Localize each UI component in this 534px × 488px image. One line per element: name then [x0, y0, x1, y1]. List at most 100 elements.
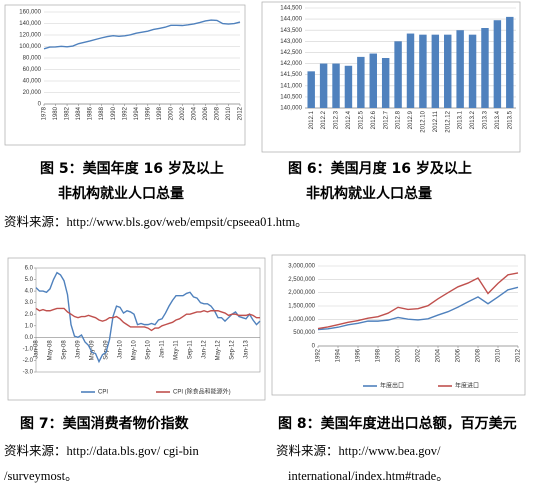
x-tick-label: Jan-08	[34, 340, 40, 359]
x-tick-label: Sep-12	[230, 340, 236, 360]
source: 资料来源：http://www.bea.gov/	[276, 444, 441, 458]
y-tick-label: 60,000	[23, 67, 42, 73]
bar	[406, 33, 415, 108]
y-tick-label: 500,000	[293, 330, 315, 336]
x-tick-label: Jan-12	[202, 340, 208, 359]
x-tick-label: 1990	[111, 106, 117, 120]
x-tick-label: May-08	[48, 340, 54, 361]
y-tick-label: -1.0	[23, 346, 34, 352]
x-tick-label: 2004	[436, 348, 442, 362]
source: 资料来源：http://data.bls.gov/ cgi-bin	[4, 444, 199, 458]
x-tick-label: 1996	[356, 348, 362, 362]
y-tick-label: 0	[312, 344, 316, 350]
y-tick-label: 20,000	[23, 90, 42, 96]
x-tick-label: 2012.8	[396, 110, 402, 129]
legend-label: 年度出口	[380, 382, 404, 390]
bar	[431, 34, 440, 108]
source: /surveymost。	[4, 469, 78, 483]
bar	[381, 58, 390, 108]
x-tick-label: 1980	[53, 106, 59, 120]
x-tick-label: 2006	[203, 106, 209, 120]
x-tick-label: 2012.4	[346, 110, 352, 129]
y-tick-label: 2,000,000	[288, 290, 315, 296]
x-tick-label: 2012.5	[358, 110, 364, 129]
line-series	[35, 271, 261, 364]
x-tick-label: 2012	[516, 348, 522, 362]
x-tick-label: 1992	[316, 348, 322, 362]
x-tick-label: May-09	[90, 340, 96, 361]
y-tick-label: 100,000	[19, 44, 41, 50]
y-tick-label: 3,000,000	[288, 264, 315, 270]
bar	[332, 63, 340, 108]
y-tick-label: 80,000	[23, 56, 42, 62]
x-tick-label: 1996	[145, 106, 151, 120]
x-tick-label: Sep-08	[62, 340, 68, 360]
x-tick-label: 2004	[191, 106, 197, 120]
y-tick-label: 0	[38, 102, 42, 108]
y-tick-label: 1.0	[25, 323, 34, 329]
y-tick-label: 144,500	[280, 6, 302, 12]
x-tick-label: Jan-11	[160, 340, 166, 359]
x-tick-label: 1984	[76, 106, 82, 120]
y-tick-label: -2.0	[23, 358, 34, 364]
x-tick-label: Sep-11	[188, 340, 194, 360]
x-tick-label: 2010	[226, 106, 232, 120]
y-tick-label: 144,000	[280, 17, 302, 23]
y-tick-label: 140,000	[19, 21, 41, 27]
caption: 图 5：美国年度 16 岁及以上	[40, 161, 224, 177]
y-tick-label: 2.0	[25, 312, 34, 318]
bar	[369, 53, 377, 108]
y-tick-label: 2,500,000	[288, 277, 315, 283]
x-tick-label: 2012.10	[420, 110, 426, 132]
x-tick-label: 2012.7	[383, 110, 389, 129]
bar	[506, 16, 514, 109]
x-tick-label: 2013.2	[470, 110, 476, 129]
y-tick-label: 5.0	[25, 277, 34, 283]
y-tick-label: 141,000	[280, 83, 302, 89]
legend-label: 年度进口	[455, 382, 479, 390]
chart-frame	[271, 254, 526, 396]
y-tick-label: 142,000	[280, 61, 302, 67]
x-tick-label: 2000	[168, 106, 174, 120]
caption: 图 6：美国月度 16 岁及以上	[288, 161, 472, 177]
x-tick-label: 1994	[134, 106, 140, 120]
x-tick-label: 2006	[456, 348, 462, 362]
y-tick-label: 6.0	[25, 266, 34, 272]
plot-border	[35, 267, 261, 373]
x-tick-label: 2008	[215, 106, 221, 120]
y-tick-label: 140,500	[280, 94, 302, 100]
source: 资料来源：http://www.bls.gov/web/empsit/cpsee…	[4, 215, 308, 229]
x-tick-label: 2008	[476, 348, 482, 362]
x-tick-label: 1998	[376, 348, 382, 362]
x-tick-label: 2012.11	[433, 110, 439, 132]
y-tick-label: 0.0	[25, 335, 34, 341]
bar	[344, 65, 353, 108]
x-tick-label: Jan-10	[118, 340, 124, 359]
chart-frame	[261, 1, 521, 153]
x-tick-label: 2002	[180, 106, 186, 120]
caption: 图 7：美国消费者物价指数	[20, 416, 189, 432]
x-tick-label: Jan-13	[244, 340, 250, 359]
x-tick-label: 2012.1	[309, 110, 315, 129]
bar	[319, 63, 328, 108]
y-tick-label: 142,500	[280, 50, 302, 56]
y-tick-label: 1,000,000	[288, 317, 315, 323]
x-tick-label: 2010	[496, 348, 502, 362]
x-tick-label: 2012.6	[371, 110, 377, 129]
bar	[468, 34, 477, 108]
x-tick-label: May-10	[132, 340, 138, 361]
x-tick-label: 2012	[238, 106, 244, 120]
x-tick-label: 1986	[88, 106, 94, 120]
y-tick-label: 140,000	[280, 106, 302, 112]
line-series	[317, 286, 519, 331]
x-tick-label: 1978	[42, 106, 48, 120]
x-tick-label: 2012.3	[334, 110, 340, 129]
x-tick-label: Sep-10	[146, 340, 152, 360]
line-series	[43, 19, 241, 50]
bar	[456, 30, 464, 108]
y-tick-label: 141,500	[280, 72, 302, 78]
bar	[394, 41, 402, 109]
source: international/index.htm#trade。	[288, 469, 449, 483]
